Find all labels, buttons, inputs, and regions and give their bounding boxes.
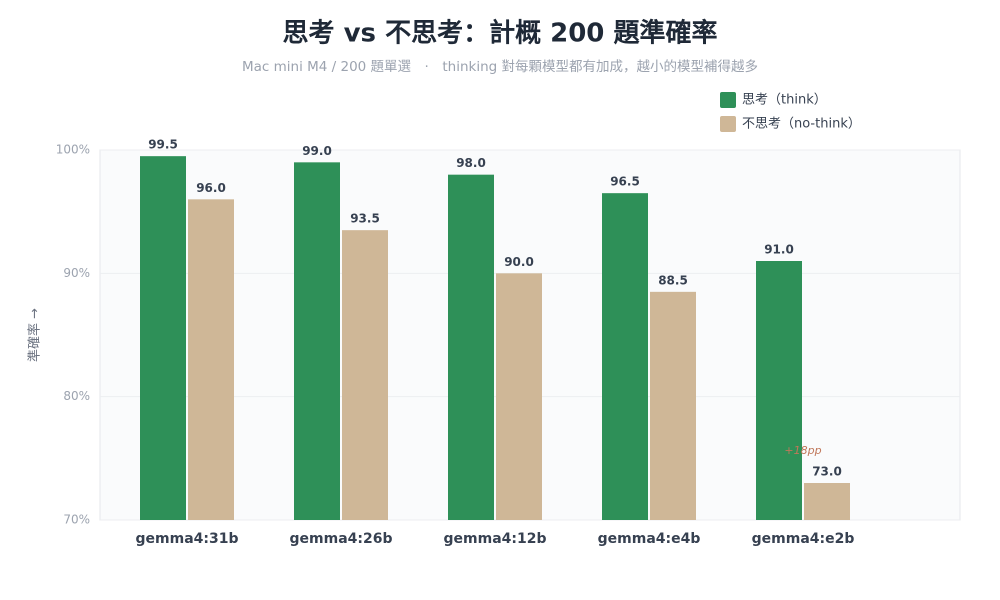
x-tick-label: gemma4:26b — [290, 531, 393, 547]
chart-subtitle: Mac mini M4 / 200 題單選 · thinking 對每顆模型都有… — [242, 58, 758, 75]
value-label: 93.5 — [350, 212, 380, 226]
legend-swatch — [720, 92, 736, 108]
x-tick-label: gemma4:31b — [136, 531, 239, 547]
bar — [650, 291, 696, 520]
x-tick-label: gemma4:12b — [444, 531, 547, 547]
value-label: 88.5 — [658, 273, 688, 287]
value-label: 96.5 — [610, 175, 640, 189]
annotation: +18pp — [784, 444, 821, 457]
legend-label: 不思考（no-think） — [742, 117, 861, 132]
legend-label: 思考（think） — [742, 93, 827, 108]
bar — [188, 199, 234, 521]
y-axis-label: 準確率 → — [27, 308, 43, 362]
value-label: 99.0 — [302, 144, 332, 158]
value-label: 90.0 — [504, 255, 534, 269]
value-label: 91.0 — [764, 243, 794, 257]
value-label: 73.0 — [812, 465, 842, 479]
y-tick-label: 80% — [63, 389, 90, 403]
chart-title: 思考 vs 不思考：計概 200 題準確率 — [283, 18, 718, 49]
bar — [496, 273, 542, 520]
y-tick-label: 90% — [63, 266, 90, 280]
bar — [140, 156, 186, 520]
bar — [342, 230, 388, 520]
bar — [756, 261, 802, 520]
y-tick-label: 70% — [63, 513, 90, 527]
bar — [294, 162, 340, 521]
x-tick-label: gemma4:e4b — [598, 531, 701, 547]
value-label: 96.0 — [196, 181, 226, 195]
bar — [602, 193, 648, 520]
bar — [448, 174, 494, 520]
x-tick-label: gemma4:e2b — [752, 531, 855, 547]
legend-swatch — [720, 116, 736, 132]
bar — [804, 483, 850, 520]
value-label: 98.0 — [456, 156, 486, 170]
value-label: 99.5 — [148, 138, 178, 152]
y-tick-label: 100% — [56, 143, 90, 157]
